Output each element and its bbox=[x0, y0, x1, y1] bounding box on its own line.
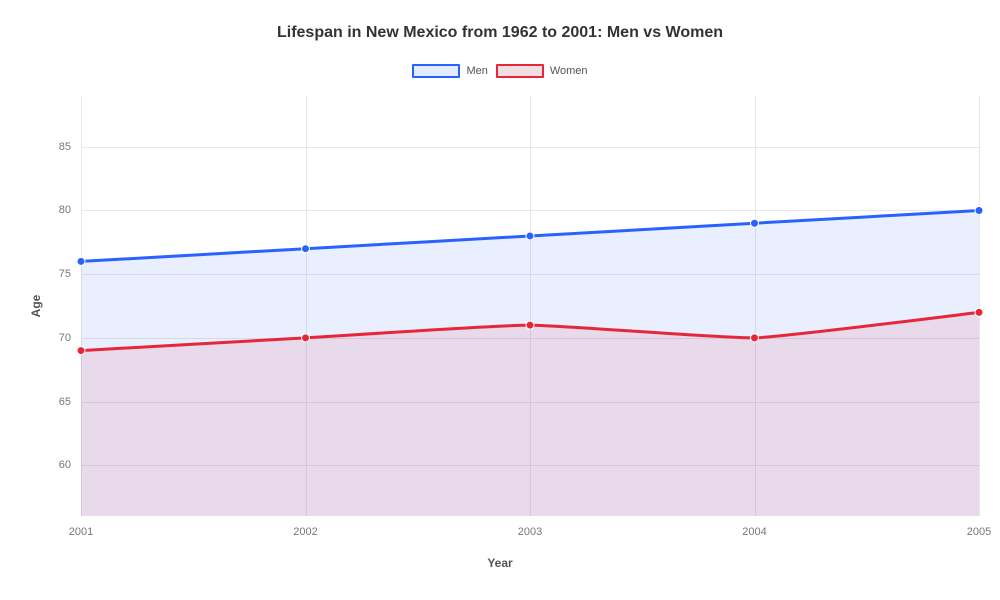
series-marker[interactable] bbox=[751, 334, 759, 342]
legend-label-women: Women bbox=[550, 65, 588, 77]
y-tick-label: 65 bbox=[59, 396, 81, 408]
legend-item-men[interactable]: Men bbox=[412, 64, 487, 78]
chart-title: Lifespan in New Mexico from 1962 to 2001… bbox=[0, 24, 1000, 42]
legend-swatch-men bbox=[412, 64, 460, 78]
y-tick-label: 70 bbox=[59, 332, 81, 344]
y-axis-label: Age bbox=[29, 295, 43, 318]
series-marker[interactable] bbox=[526, 321, 534, 329]
x-tick-label: 2004 bbox=[742, 516, 766, 538]
series-marker[interactable] bbox=[975, 206, 983, 214]
x-tick-label: 2005 bbox=[967, 516, 991, 538]
series-marker[interactable] bbox=[302, 245, 310, 253]
legend: Men Women bbox=[0, 64, 1000, 78]
series-marker[interactable] bbox=[302, 334, 310, 342]
y-tick-label: 85 bbox=[59, 141, 81, 153]
gridline-v bbox=[979, 96, 980, 516]
legend-label-men: Men bbox=[466, 65, 487, 77]
series-marker[interactable] bbox=[751, 219, 759, 227]
y-tick-label: 60 bbox=[59, 459, 81, 471]
x-tick-label: 2003 bbox=[518, 516, 542, 538]
series-marker[interactable] bbox=[77, 257, 85, 265]
y-tick-label: 80 bbox=[59, 204, 81, 216]
x-tick-label: 2001 bbox=[69, 516, 93, 538]
series-marker[interactable] bbox=[77, 347, 85, 355]
legend-item-women[interactable]: Women bbox=[496, 64, 588, 78]
series-marker[interactable] bbox=[526, 232, 534, 240]
plot-area: 60657075808520012002200320042005 bbox=[81, 96, 979, 516]
chart-svg bbox=[81, 96, 979, 516]
x-tick-label: 2002 bbox=[293, 516, 317, 538]
series-marker[interactable] bbox=[975, 308, 983, 316]
x-axis-label: Year bbox=[487, 556, 512, 570]
legend-swatch-women bbox=[496, 64, 544, 78]
y-tick-label: 75 bbox=[59, 268, 81, 280]
